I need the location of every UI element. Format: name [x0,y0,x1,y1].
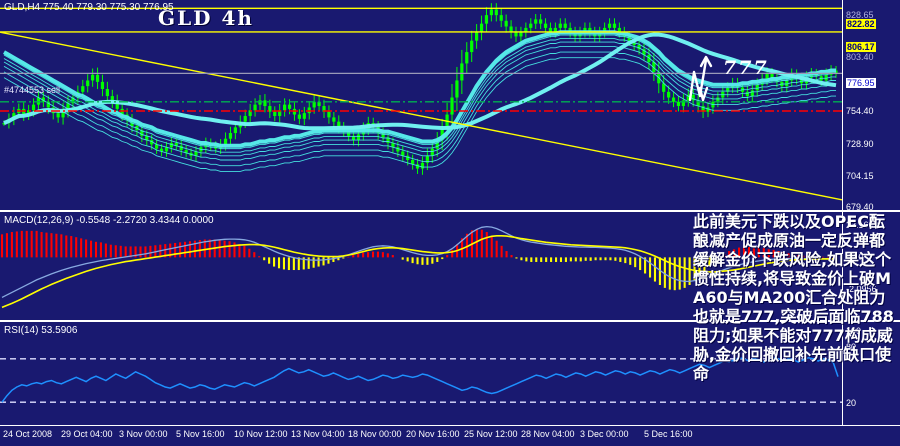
time-axis-label: 18 Nov 00:00 [348,429,402,439]
time-axis-label: 3 Nov 00:00 [119,429,168,439]
time-axis-label: 29 Oct 04:00 [61,429,113,439]
rsi-panel-header: RSI(14) 53.5906 [4,325,78,336]
time-axis-label: 10 Nov 12:00 [234,429,288,439]
scale-tick: 20 [846,398,857,408]
time-axis-label: 28 Nov 04:00 [521,429,575,439]
scale-tick: 100 [846,326,862,336]
scale-tick: 728.90 [846,139,874,149]
order-marker-label: #4744553 sell [4,85,61,95]
macd-scale-axis[interactable]: 23.1663 8.00 -2.0956 [842,212,900,320]
time-axis-label: 24 Oct 2008 [3,429,53,439]
price-scale-axis[interactable]: 828.65 822.82 806.17 803.40 776.95 754.40 728.… [842,0,900,212]
scale-tick: 776.95 [846,78,876,88]
scale-tick: 23.1663 [846,220,879,230]
scale-tick: 822.82 [846,19,876,29]
chinese-annotation-text: 此前美元下跌以及OPEC酝酿减产促成原油一定反弹都缓解金价下跌风险,如果这个惯性… [693,212,894,383]
annotation-777-label: 777 [723,57,769,79]
macd-plot-area[interactable] [0,212,842,320]
chart-title-overlay: GLD 4h [158,6,254,30]
scale-tick: 80 [846,342,857,352]
macd-panel-header: MACD(12,26,9) -0.5548 -2.2720 3.4344 0.0… [4,215,214,226]
scale-tick: 754.40 [846,106,874,116]
time-axis-label: 3 Dec 00:00 [580,429,629,439]
scale-tick: 8.00 [846,252,864,262]
time-axis-label: 25 Nov 12:00 [464,429,518,439]
scale-tick: 704.15 [846,171,874,181]
price-plot-area[interactable] [0,0,842,210]
scale-tick: 679.40 [846,202,874,212]
rsi-chart-svg [0,357,842,403]
price-panel: 828.65 822.82 806.17 803.40 776.95 754.40 728.… [0,0,900,212]
time-axis-label: 5 Dec 16:00 [644,429,693,439]
rsi-panel: 100 80 20 [0,322,900,426]
scale-tick: 806.17 [846,42,876,52]
macd-panel: 23.1663 8.00 -2.0956 [0,212,900,322]
macd-chart-svg [0,225,839,309]
time-axis-label: 13 Nov 04:00 [291,429,345,439]
scale-tick: 828.65 [846,10,874,20]
time-axis-label: 20 Nov 16:00 [406,429,460,439]
price-panel-header: GLD,H4 775.40 779.30 775.30 776.95 [4,2,174,13]
time-axis[interactable]: 24 Oct 2008 29 Oct 04:00 3 Nov 00:00 5 Nov … [0,426,900,446]
rsi-plot-area[interactable] [0,322,842,425]
price-chart-svg [0,3,842,201]
time-axis-label: 5 Nov 16:00 [176,429,225,439]
rsi-scale-axis[interactable]: 100 80 20 [842,322,900,425]
scale-tick: 803.40 [846,52,874,62]
scale-tick: -2.0956 [846,284,877,294]
